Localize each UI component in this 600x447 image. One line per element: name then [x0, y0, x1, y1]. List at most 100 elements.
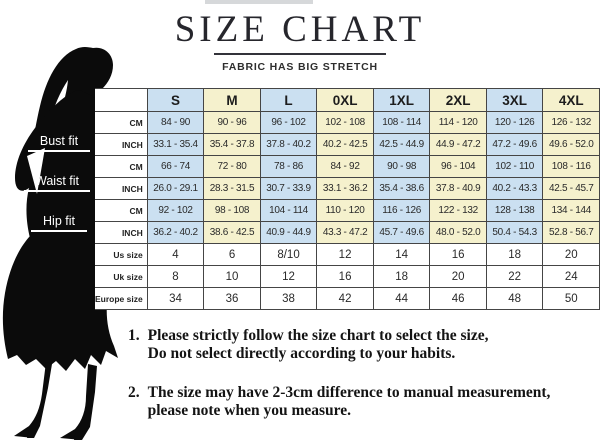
size-cell: 26.0 - 29.1 [146, 177, 205, 200]
size-cell: 42 [316, 287, 374, 310]
table-row: Us size 4 6 8/10 12 14 16 18 20 [95, 243, 600, 266]
size-cell: 10 [203, 265, 261, 288]
size-cell: 38 [259, 287, 318, 310]
silhouette-right-leg [60, 364, 97, 440]
size-cell: 6 [203, 243, 261, 266]
silhouette-left-heel [27, 426, 36, 438]
bust-fit-label: Bust fit [28, 134, 90, 152]
size-cell: 12 [316, 243, 374, 266]
table-row: CM 84 - 90 90 - 96 96 - 102 102 - 108 108 - 1… [95, 111, 600, 134]
size-cell: 110 - 120 [316, 199, 374, 222]
size-cell: 36.2 - 40.2 [146, 221, 205, 244]
size-cell: 128 - 138 [485, 199, 544, 222]
size-cell: 35.4 - 38.6 [372, 177, 431, 200]
size-cell: 108 - 116 [542, 155, 600, 178]
note-text: The size may have 2-3cm difference to ma… [147, 384, 551, 419]
hip-fit-label: Hip fit [31, 214, 87, 232]
size-table-head: S M L 0XL 1XL 2XL 3XL 4XL [95, 88, 600, 112]
size-cell: 50 [542, 287, 600, 310]
size-cell: 102 - 108 [316, 111, 374, 134]
size-column-header: L [259, 88, 318, 112]
row-label: CM [95, 199, 148, 222]
size-cell: 122 - 132 [429, 199, 487, 222]
size-column-header: 1XL [372, 88, 431, 112]
size-cell: 12 [259, 265, 318, 288]
table-row: INCH 33.1 - 35.4 35.4 - 37.8 37.8 - 40.2 40.… [95, 133, 600, 156]
row-label: Us size [95, 243, 148, 266]
table-row: CM 92 - 102 98 - 108 104 - 114 110 - 120 116 … [95, 199, 600, 222]
size-cell: 48 [485, 287, 544, 310]
silhouette-arm-gap [27, 148, 45, 194]
size-cell: 78 - 86 [259, 155, 318, 178]
size-cell: 47.2 - 49.6 [485, 133, 544, 156]
size-cell: 104 - 114 [259, 199, 318, 222]
size-cell: 33.1 - 35.4 [146, 133, 205, 156]
size-cell: 28.3 - 31.5 [203, 177, 261, 200]
size-cell: 20 [542, 243, 600, 266]
header: SIZE CHART FABRIC HAS BIG STRETCH [0, 8, 600, 73]
size-cell: 4 [146, 243, 205, 266]
size-cell: 92 - 102 [146, 199, 205, 222]
size-cell: 30.7 - 33.9 [259, 177, 318, 200]
size-cell: 43.3 - 47.2 [316, 221, 374, 244]
page-title: SIZE CHART [174, 9, 426, 50]
title-underline [214, 53, 386, 55]
row-label: Uk size [95, 265, 148, 288]
size-cell: 40.2 - 42.5 [316, 133, 374, 156]
size-cell: 16 [429, 243, 487, 266]
woman-silhouette-svg [2, 47, 119, 440]
size-cell: 96 - 102 [259, 111, 318, 134]
size-cell: 52.8 - 56.7 [542, 221, 600, 244]
top-edge-artifact [205, 0, 313, 4]
size-cell: 126 - 132 [542, 111, 600, 134]
size-cell: 14 [372, 243, 431, 266]
size-table-body: CM 84 - 90 90 - 96 96 - 102 102 - 108 108 - 1… [95, 111, 600, 310]
size-cell: 8/10 [259, 243, 318, 266]
size-cell: 90 - 96 [203, 111, 261, 134]
size-cell: 84 - 92 [316, 155, 374, 178]
size-cell: 108 - 114 [372, 111, 431, 134]
waist-fit-label: Waist fit [24, 174, 90, 192]
size-cell: 36 [203, 287, 261, 310]
size-cell: 46 [429, 287, 487, 310]
row-label: INCH [95, 177, 148, 200]
size-cell: 34 [146, 287, 205, 310]
size-cell: 40.9 - 44.9 [259, 221, 318, 244]
size-cell: 35.4 - 37.8 [203, 133, 261, 156]
size-column-header: 0XL [316, 88, 374, 112]
size-column-header: 2XL [429, 88, 487, 112]
size-cell: 16 [316, 265, 374, 288]
size-cell: 120 - 126 [485, 111, 544, 134]
size-cell: 44 [372, 287, 431, 310]
size-cell: 66 - 74 [146, 155, 205, 178]
size-cell: 49.6 - 52.0 [542, 133, 600, 156]
table-row: Uk size 8 10 12 16 18 20 22 24 [95, 265, 600, 288]
size-cell: 72 - 80 [203, 155, 261, 178]
table-row: CM 66 - 74 72 - 80 78 - 86 84 - 92 90 - 98 96 … [95, 155, 600, 178]
table-row: INCH 26.0 - 29.1 28.3 - 31.5 30.7 - 33.9 33.… [95, 177, 600, 200]
note-number: 2. [128, 384, 140, 401]
size-cell: 45.7 - 49.6 [372, 221, 431, 244]
size-cell: 24 [542, 265, 600, 288]
note-item-2: 2. The size may have 2-3cm difference to… [128, 384, 590, 420]
note-item-1: 1. Please strictly follow the size chart… [128, 327, 590, 363]
size-cell: 18 [485, 243, 544, 266]
row-label: INCH [95, 221, 148, 244]
size-table: S M L 0XL 1XL 2XL 3XL 4XL CM 84 - 90 90 - 96 96 - … [95, 88, 600, 310]
silhouette-right-heel [74, 430, 83, 440]
row-label: CM [95, 111, 148, 134]
row-label: INCH [95, 133, 148, 156]
note-text: Please strictly follow the size chart to… [147, 327, 489, 362]
size-cell: 18 [372, 265, 431, 288]
size-cell: 37.8 - 40.9 [429, 177, 487, 200]
size-cell: 50.4 - 54.3 [485, 221, 544, 244]
size-cell: 90 - 98 [372, 155, 431, 178]
size-cell: 42.5 - 45.7 [542, 177, 600, 200]
size-cell: 40.2 - 43.3 [485, 177, 544, 200]
size-column-header: S [146, 88, 205, 112]
size-cell: 37.8 - 40.2 [259, 133, 318, 156]
note-number: 1. [128, 327, 140, 344]
size-cell: 33.1 - 36.2 [316, 177, 374, 200]
size-cell: 98 - 108 [203, 199, 261, 222]
